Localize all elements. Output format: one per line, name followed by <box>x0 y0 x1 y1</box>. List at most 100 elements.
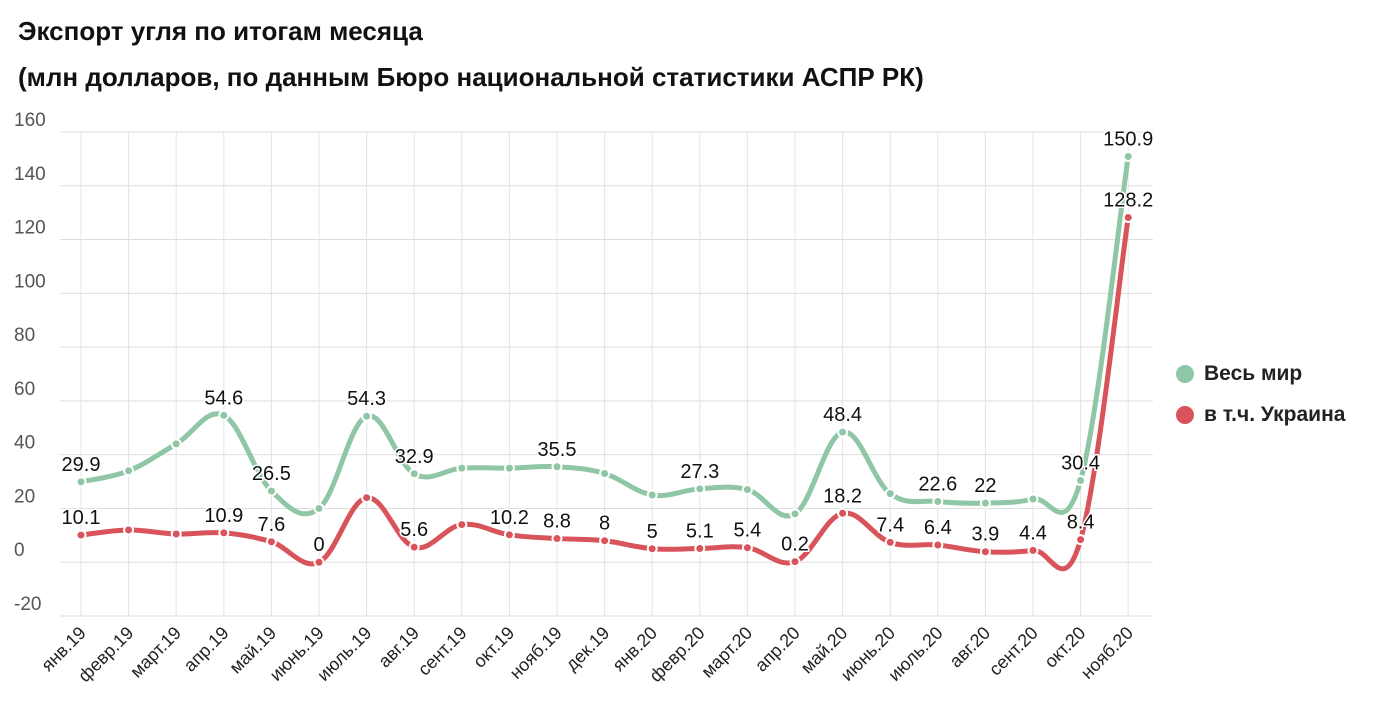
data-point[interactable] <box>265 485 277 497</box>
data-point[interactable] <box>1122 150 1134 162</box>
data-label: 5.1 <box>686 521 714 543</box>
data-label: 0.2 <box>781 534 809 556</box>
data-label: 0 <box>313 534 324 556</box>
data-point[interactable] <box>1027 544 1039 556</box>
data-point[interactable] <box>123 524 135 536</box>
data-point[interactable] <box>456 462 468 474</box>
data-point[interactable] <box>313 502 325 514</box>
legend-label-world: Весь мир <box>1204 362 1303 385</box>
data-point[interactable] <box>646 489 658 501</box>
y-tick-label: 100 <box>14 271 46 292</box>
data-label: 30.4 <box>1061 452 1100 474</box>
data-label: 150.9 <box>1103 128 1153 150</box>
data-point[interactable] <box>694 483 706 495</box>
series-points <box>75 150 1134 568</box>
data-point[interactable] <box>1027 493 1039 505</box>
data-point[interactable] <box>884 536 896 548</box>
data-point[interactable] <box>456 519 468 531</box>
data-point[interactable] <box>218 409 230 421</box>
data-point[interactable] <box>503 462 515 474</box>
data-point[interactable] <box>123 465 135 477</box>
data-point[interactable] <box>218 527 230 539</box>
data-point[interactable] <box>170 438 182 450</box>
y-tick-label: 0 <box>14 540 25 561</box>
data-point[interactable] <box>408 468 420 480</box>
y-tick-label: 160 <box>14 110 46 131</box>
data-label: 27.3 <box>680 461 719 483</box>
data-label: 48.4 <box>823 404 862 426</box>
data-label: 6.4 <box>924 517 952 539</box>
x-tick-label: сент.19 <box>414 623 471 680</box>
data-point[interactable] <box>1075 534 1087 546</box>
data-point[interactable] <box>265 536 277 548</box>
legend-marker-ukraine <box>1176 406 1194 424</box>
data-label: 35.5 <box>538 439 577 461</box>
data-label: 32.9 <box>395 446 434 468</box>
legend-item-ukraine[interactable]: в т.ч. Украина <box>1176 403 1345 427</box>
data-point[interactable] <box>361 492 373 504</box>
data-point[interactable] <box>837 507 849 519</box>
y-tick-label: 60 <box>14 379 35 400</box>
y-tick-label: 140 <box>14 164 46 185</box>
data-point[interactable] <box>503 529 515 541</box>
legend-marker-world <box>1176 365 1194 383</box>
data-point[interactable] <box>313 556 325 568</box>
data-point[interactable] <box>884 488 896 500</box>
y-tick-label: -20 <box>14 594 41 615</box>
data-point[interactable] <box>694 543 706 555</box>
data-label: 5 <box>647 521 658 543</box>
data-label: 10.2 <box>490 507 529 529</box>
legend-label-ukraine: в т.ч. Украина <box>1204 403 1346 426</box>
data-label: 4.4 <box>1019 522 1047 544</box>
x-tick-label: нояб.20 <box>1077 623 1137 683</box>
data-point[interactable] <box>1075 474 1087 486</box>
data-point[interactable] <box>408 541 420 553</box>
data-labels: 29.9 54.6 26.5 54.3 32.9 35.5 27.3 48.4 22.6 22 30… <box>60 127 1155 558</box>
data-label: 22.6 <box>918 473 957 495</box>
data-point[interactable] <box>932 539 944 551</box>
data-label: 5.6 <box>400 519 428 541</box>
x-tick-label: сент.20 <box>985 623 1042 680</box>
chart-title: Экспорт угля по итогам месяца <box>18 16 423 46</box>
data-label: 54.3 <box>347 388 386 410</box>
data-label: 54.6 <box>204 387 243 409</box>
data-point[interactable] <box>599 467 611 479</box>
legend-item-world[interactable]: Весь мир <box>1176 362 1345 386</box>
data-label: 8 <box>599 513 610 535</box>
y-tick-label: 40 <box>14 433 35 454</box>
data-point[interactable] <box>741 542 753 554</box>
data-label: 18.2 <box>823 485 862 507</box>
x-tick-label: апр.19 <box>180 623 233 676</box>
x-tick-label: дек.19 <box>562 623 614 675</box>
data-label: 10.1 <box>62 507 101 529</box>
data-label: 5.4 <box>733 520 761 542</box>
data-point[interactable] <box>1122 212 1134 224</box>
data-label: 128.2 <box>1103 190 1153 212</box>
x-tick-label: нояб.19 <box>506 623 566 683</box>
y-tick-label: 80 <box>14 325 35 346</box>
data-label: 7.6 <box>257 514 285 536</box>
data-point[interactable] <box>551 461 563 473</box>
data-point[interactable] <box>932 495 944 507</box>
data-label: 29.9 <box>62 454 101 476</box>
data-point[interactable] <box>599 535 611 547</box>
legend: Весь мир в т.ч. Украина <box>1176 362 1345 444</box>
data-point[interactable] <box>837 426 849 438</box>
data-label: 8.4 <box>1067 512 1095 534</box>
data-point[interactable] <box>551 533 563 545</box>
data-point[interactable] <box>741 484 753 496</box>
data-point[interactable] <box>75 476 87 488</box>
data-label: 10.9 <box>204 505 243 527</box>
data-point[interactable] <box>646 543 658 555</box>
data-point[interactable] <box>789 556 801 568</box>
data-point[interactable] <box>979 546 991 558</box>
y-axis-ticks: -20 0 20 40 60 80 100 120 140 160 <box>14 110 46 615</box>
data-point[interactable] <box>789 508 801 520</box>
data-point[interactable] <box>979 497 991 509</box>
x-tick-label: апр.20 <box>751 623 804 676</box>
data-point[interactable] <box>361 410 373 422</box>
data-point[interactable] <box>170 528 182 540</box>
data-point[interactable] <box>75 529 87 541</box>
y-tick-label: 20 <box>14 486 35 507</box>
